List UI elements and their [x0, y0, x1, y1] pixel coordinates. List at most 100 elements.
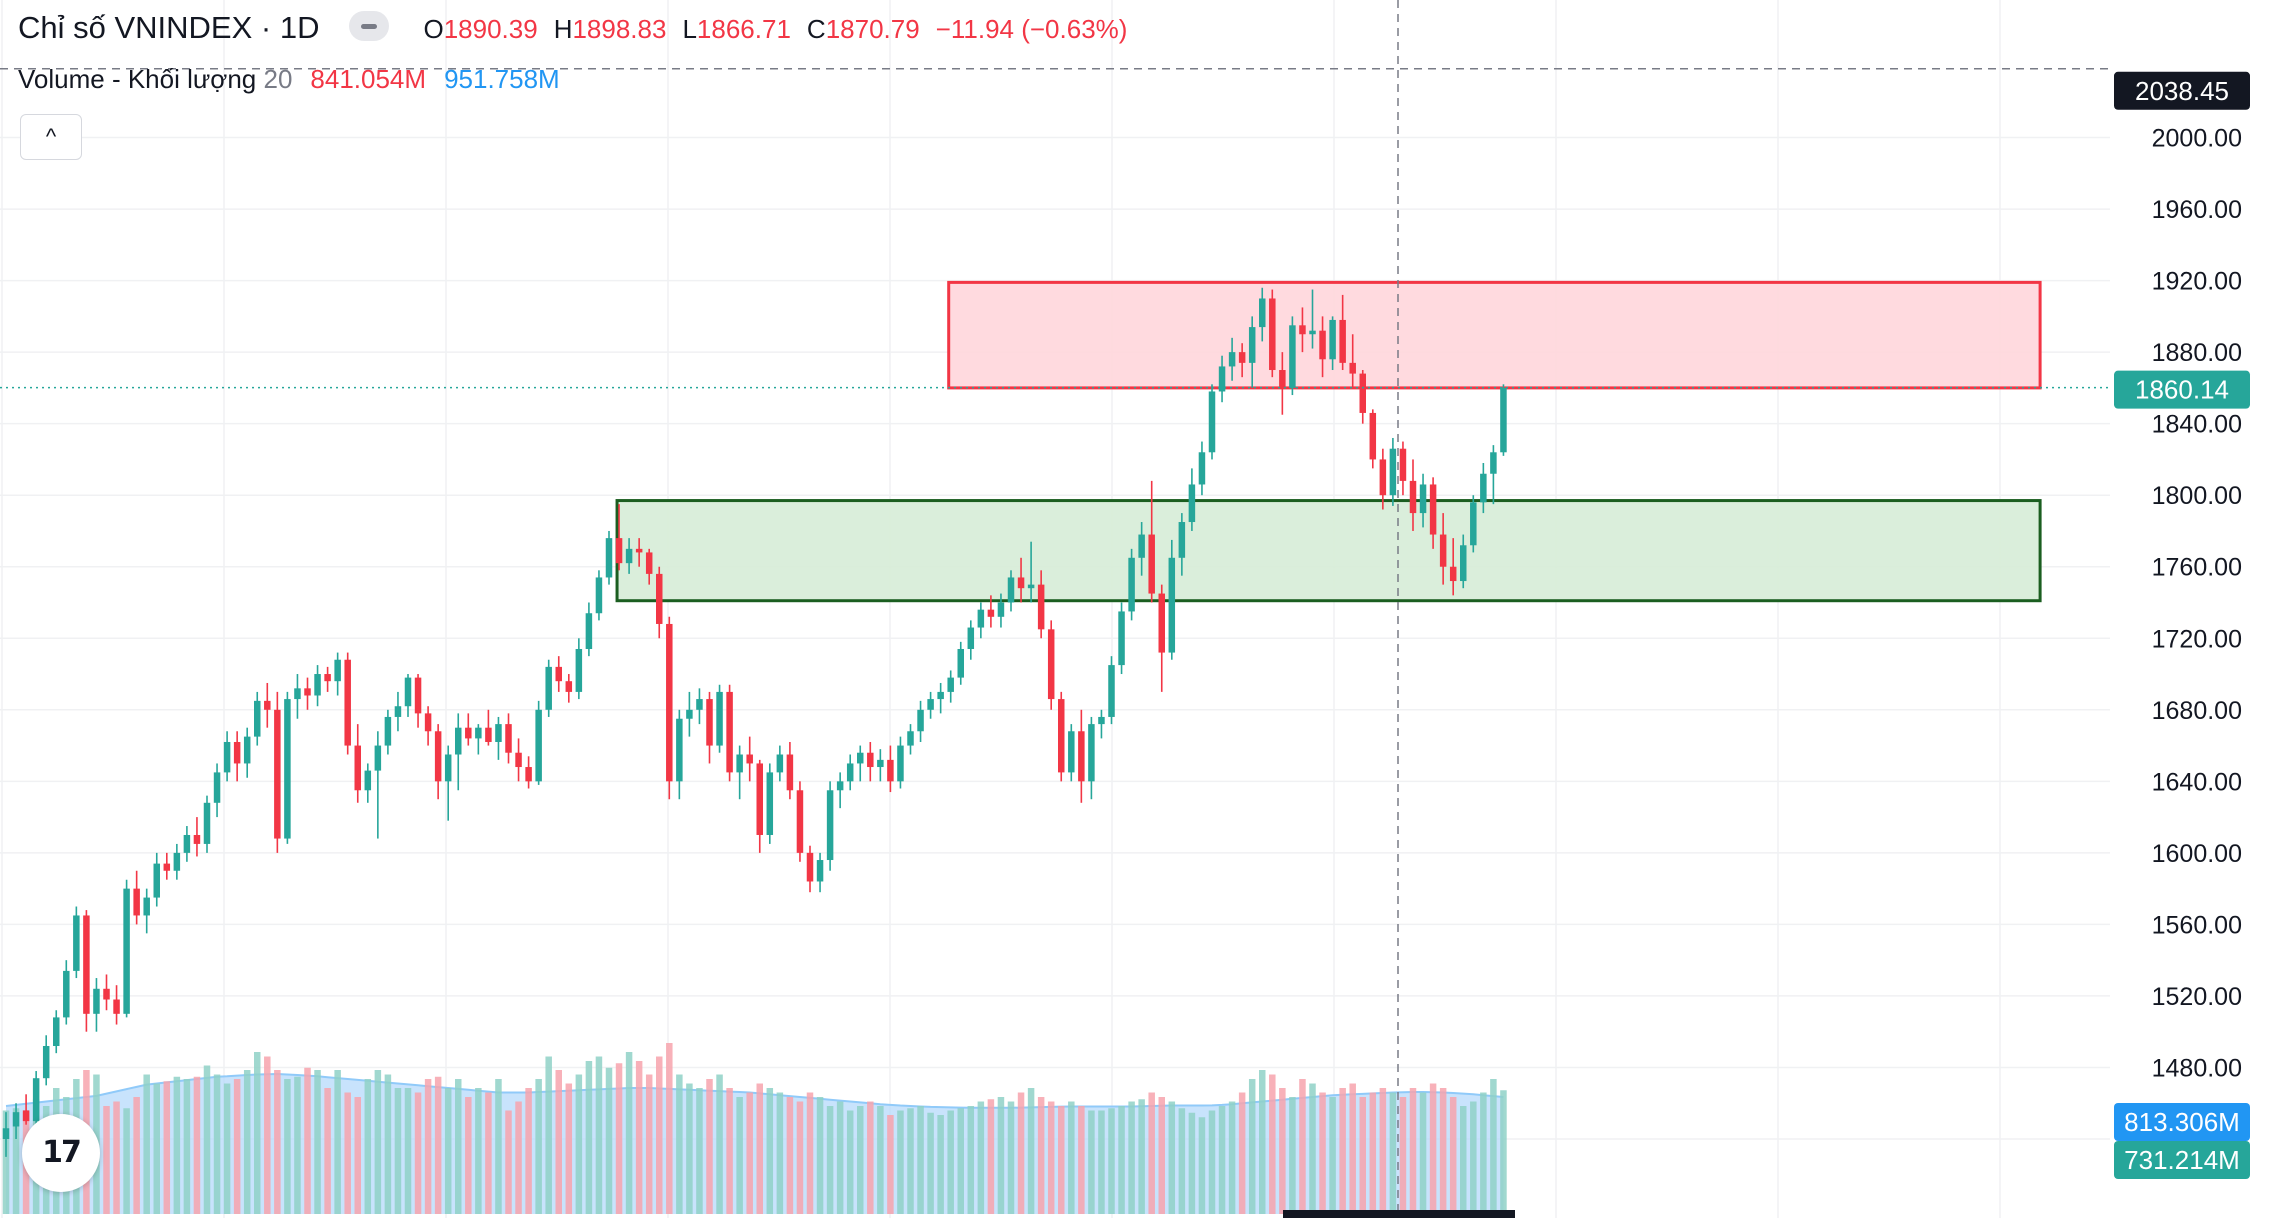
price-tick-label: 1840.00 [2152, 411, 2242, 439]
volume-bar [1158, 1097, 1165, 1214]
candle [334, 652, 341, 696]
volume-bar [324, 1088, 331, 1214]
candle-body [1279, 370, 1286, 388]
candle-body [22, 1110, 30, 1122]
candle [877, 749, 884, 782]
volume-bar [1017, 1092, 1025, 1214]
candle-body [796, 790, 804, 853]
candle [585, 602, 593, 657]
symbol-legend: Chỉ số VNINDEX · 1D O1890.39 H1898.83 L1866… [18, 10, 1127, 46]
candle-body [736, 754, 743, 773]
last-price-label-text: 1860.14 [2135, 375, 2229, 405]
volume-bar [243, 1070, 251, 1214]
price-tick-label: 1560.00 [2152, 911, 2242, 939]
volume-ma-axis-label: 813.306M [2114, 1103, 2250, 1141]
volume-bar [1299, 1079, 1306, 1214]
volume-label[interactable]: Volume - Khối lượng [18, 64, 257, 94]
tradingview-logo[interactable]: 17 [22, 1114, 100, 1192]
candle [274, 691, 281, 853]
candle [625, 538, 633, 574]
candle-body [123, 888, 130, 1014]
volume-bar [495, 1079, 502, 1214]
candle-body [1399, 448, 1407, 481]
volume-bar [545, 1056, 552, 1214]
candle [1460, 534, 1467, 589]
candle-body [364, 770, 372, 791]
candle-body [816, 860, 824, 882]
candle [495, 716, 502, 760]
candle-body [1158, 593, 1165, 653]
candle-body [756, 763, 763, 835]
candle-body [1198, 452, 1206, 485]
volume-bar [746, 1092, 753, 1214]
logo-text: 17 [42, 1135, 82, 1170]
candle [1309, 289, 1316, 349]
collapse-legend-button[interactable]: ^ [20, 114, 82, 160]
volume-bar [344, 1092, 351, 1214]
candle [284, 691, 291, 844]
volume-bar [696, 1088, 703, 1214]
volume-bar [575, 1074, 583, 1214]
open-value: 1890.39 [443, 14, 538, 44]
volume-bar [213, 1074, 221, 1214]
candle [605, 530, 613, 585]
candle [1429, 477, 1437, 549]
candle-body [1429, 484, 1437, 535]
candle-body [766, 772, 774, 835]
candle-body [173, 852, 181, 871]
candle-body [2, 1128, 10, 1139]
resistance-zone [947, 280, 2042, 390]
candle-body [595, 577, 603, 614]
volume-bar [304, 1067, 311, 1214]
candle-body [424, 713, 432, 732]
volume-bar [515, 1101, 522, 1214]
volume-bar [1058, 1106, 1065, 1214]
candle [1208, 384, 1216, 460]
candle [565, 674, 573, 703]
volume-bar [595, 1056, 603, 1214]
candle [676, 709, 683, 800]
candle [1269, 289, 1276, 378]
volume-bar [374, 1070, 382, 1214]
candle-body [666, 623, 673, 782]
candle [374, 731, 382, 839]
candle-body [776, 754, 784, 773]
price-axis[interactable]: 2000.00 1960.00 1920.00 1880.00 1840.00 1800.… [2110, 0, 2280, 1218]
volume-bar [857, 1106, 864, 1214]
candle-body [696, 699, 703, 710]
zones-layer [615, 280, 2042, 603]
more-options-icon[interactable] [349, 10, 390, 41]
volume-bar [414, 1092, 422, 1214]
candle [1198, 441, 1206, 496]
candle [716, 684, 723, 753]
candle-body [153, 863, 160, 898]
volume-bar [756, 1083, 763, 1214]
candle [1419, 473, 1427, 528]
volume-bar [1037, 1097, 1045, 1214]
volume-bar [1269, 1074, 1276, 1214]
candle [967, 620, 975, 660]
low-label: L [682, 14, 697, 44]
last-price-label-bg [2114, 370, 2250, 409]
candle-body [485, 727, 492, 742]
volume-bar [233, 1079, 241, 1214]
candle-body [746, 754, 753, 764]
price-tick-label: 1760.00 [2152, 554, 2242, 582]
volume-bar [1148, 1092, 1155, 1214]
candle-body [354, 745, 361, 791]
candle-body [555, 666, 562, 682]
candle [595, 570, 603, 621]
volume-bar [1399, 1097, 1407, 1214]
candle-body [42, 1046, 50, 1079]
candle-body [1309, 330, 1316, 335]
symbol-title[interactable]: Chỉ số VNINDEX · 1D [18, 10, 320, 45]
volume-bar [465, 1097, 472, 1214]
candle-body [1027, 584, 1035, 589]
open-label: O [423, 14, 444, 44]
high-label: H [553, 14, 573, 44]
volume-bar [666, 1043, 673, 1214]
volume-bar [555, 1070, 562, 1214]
volume-value: 841.054M [310, 64, 427, 94]
candle-body [1118, 611, 1125, 666]
